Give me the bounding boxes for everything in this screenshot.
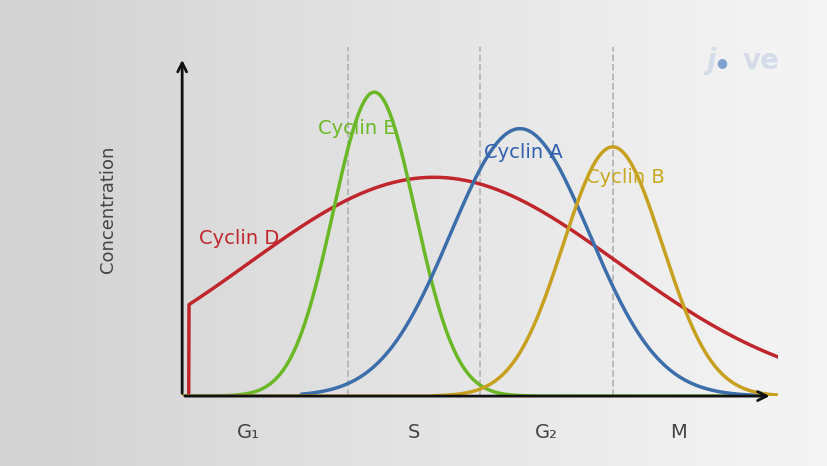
Text: Cyclin A: Cyclin A	[483, 144, 562, 163]
Text: S: S	[408, 424, 419, 442]
Text: ●: ●	[715, 56, 727, 69]
Text: G₁: G₁	[237, 424, 260, 442]
Text: ve: ve	[742, 47, 779, 75]
Text: Cyclin D: Cyclin D	[198, 228, 279, 247]
Text: Cyclin E: Cyclin E	[318, 119, 395, 138]
Text: M: M	[670, 424, 686, 442]
Text: G₂: G₂	[534, 424, 557, 442]
Text: Concentration: Concentration	[98, 146, 117, 274]
Text: j: j	[706, 47, 715, 75]
Text: Cyclin B: Cyclin B	[586, 168, 664, 187]
